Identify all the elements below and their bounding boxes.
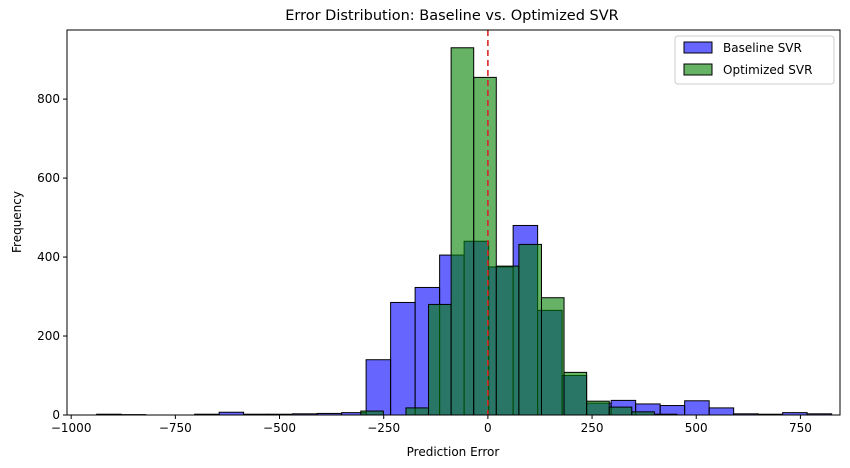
optimized-bar: [473, 76, 497, 416]
legend-swatch-baseline: [683, 41, 713, 54]
optimized-bar: [563, 371, 588, 416]
x-tick-label: −750: [159, 421, 192, 435]
optimized-bar: [405, 407, 430, 416]
baseline-bar: [684, 400, 710, 416]
chart-title: Error Distribution: Baseline vs. Optimiz…: [285, 8, 619, 24]
y-tick-label: 600: [37, 171, 60, 185]
optimized-bar: [428, 303, 452, 416]
legend-label-optimized: Optimized SVR: [723, 63, 812, 77]
x-tick-label: 750: [789, 421, 812, 435]
optimized-bar: [518, 243, 542, 416]
y-tick-label: 0: [52, 408, 60, 422]
y-axis-label: Frequency: [10, 191, 24, 253]
legend-frame: [674, 35, 835, 85]
legend: Baseline SVR Optimized SVR: [674, 35, 835, 85]
optimized-bar: [495, 265, 520, 416]
optimized-bar: [360, 410, 384, 416]
x-tick-label: −1000: [51, 421, 92, 435]
y-tick-label: 400: [37, 250, 60, 264]
baseline-bar: [659, 405, 686, 416]
optimized-bar: [450, 47, 475, 416]
optimized-bar: [540, 297, 565, 416]
y-tick-label: 200: [37, 329, 60, 343]
optimized-bar: [608, 406, 633, 416]
baseline-bar: [365, 359, 392, 416]
legend-swatch-optimized: [683, 63, 713, 76]
x-tick-label: −250: [367, 421, 400, 435]
x-axis-label: Prediction Error: [407, 445, 500, 459]
x-axis-ticks: −1000 −750 −500 −250 0 250 500 750: [51, 415, 812, 435]
y-axis-ticks: 0 200 400 600 800: [37, 92, 67, 422]
optimized-bar: [586, 400, 610, 416]
baseline-bar: [390, 301, 416, 416]
x-tick-label: 250: [581, 421, 604, 435]
x-tick-label: 0: [484, 421, 492, 435]
plot-frame: [66, 29, 841, 416]
legend-label-baseline: Baseline SVR: [723, 41, 802, 55]
x-tick-label: −500: [263, 421, 296, 435]
optimized-bars: [360, 47, 678, 416]
y-tick-label: 800: [37, 92, 60, 106]
baseline-bar: [708, 407, 735, 416]
x-tick-label: 500: [685, 421, 708, 435]
